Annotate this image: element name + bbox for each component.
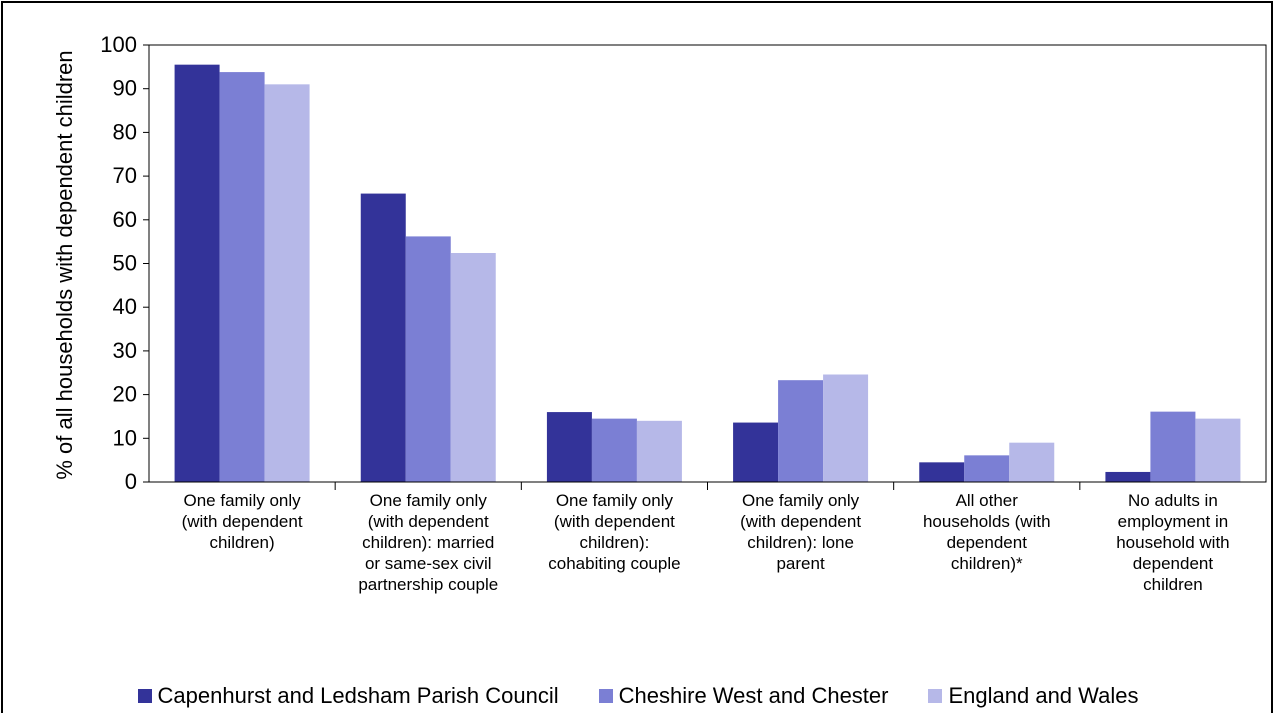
- bar-0-5: [1105, 471, 1151, 482]
- y-tick-label: 20: [113, 382, 137, 407]
- bar-2-2: [636, 420, 682, 482]
- y-tick-label: 70: [113, 163, 137, 188]
- y-tick-label: 50: [113, 251, 137, 276]
- y-tick-label: 10: [113, 425, 137, 450]
- x-tick-label: One family only (with dependent children):…: [548, 491, 680, 573]
- bar-1-4: [964, 455, 1010, 482]
- x-tick-label: All other households (with dependent childr…: [923, 491, 1051, 573]
- x-labels-group: One family only (with dependent children) O…: [182, 491, 1230, 594]
- bar-1-5: [1150, 411, 1196, 482]
- legend-label: Capenhurst and Ledsham Parish Council: [157, 683, 559, 708]
- x-tick-label: One family only (with dependent children):…: [358, 491, 498, 594]
- y-axis-label: % of all households with dependent child…: [52, 50, 77, 479]
- bar-1-2: [591, 418, 637, 482]
- legend-swatch: [928, 689, 943, 703]
- bar-0-4: [919, 462, 965, 482]
- bar-0-3: [733, 422, 779, 482]
- legend-item-0: Capenhurst and Ledsham Parish Council: [137, 683, 559, 709]
- legend-swatch: [598, 689, 613, 703]
- legend-swatch: [137, 689, 152, 703]
- bar-2-3: [823, 374, 869, 482]
- bar-1-0: [219, 72, 265, 483]
- legend: Capenhurst and Ledsham Parish Council Che…: [0, 680, 1276, 712]
- bar-chart: % of all households with dependent child…: [52, 32, 1267, 594]
- bars-group: [174, 64, 1241, 483]
- bar-0-0: [174, 64, 220, 482]
- legend-item-2: England and Wales: [928, 683, 1138, 709]
- bar-1-3: [778, 380, 824, 482]
- x-tick-label: One family only (with dependent children): [182, 491, 303, 552]
- bar-2-5: [1195, 418, 1241, 482]
- x-tick-label: One family only (with dependent children):…: [740, 491, 861, 573]
- y-tick-label: 60: [113, 207, 137, 232]
- legend-label: Cheshire West and Chester: [618, 683, 889, 708]
- bar-0-1: [360, 193, 406, 482]
- y-tick-label: 90: [113, 76, 137, 101]
- axes-group: [148, 44, 1267, 490]
- y-tick-label: 30: [113, 338, 137, 363]
- bar-2-1: [450, 253, 496, 482]
- y-tick-label: 100: [100, 32, 137, 57]
- legend-item-1: Cheshire West and Chester: [598, 683, 889, 709]
- y-ticks-group: 0 10 20 30 40 50 60 70 80 90 100: [100, 32, 149, 494]
- x-tick-label: No adults in employment in household with d…: [1116, 491, 1229, 594]
- y-tick-label: 0: [125, 469, 137, 494]
- bar-1-1: [405, 236, 451, 482]
- bar-2-0: [264, 84, 310, 482]
- legend-label: England and Wales: [948, 683, 1139, 708]
- y-tick-label: 40: [113, 294, 137, 319]
- bar-0-2: [546, 412, 592, 482]
- bar-2-4: [1009, 442, 1055, 482]
- plot-area-border: [148, 44, 1267, 483]
- y-tick-label: 80: [113, 119, 137, 144]
